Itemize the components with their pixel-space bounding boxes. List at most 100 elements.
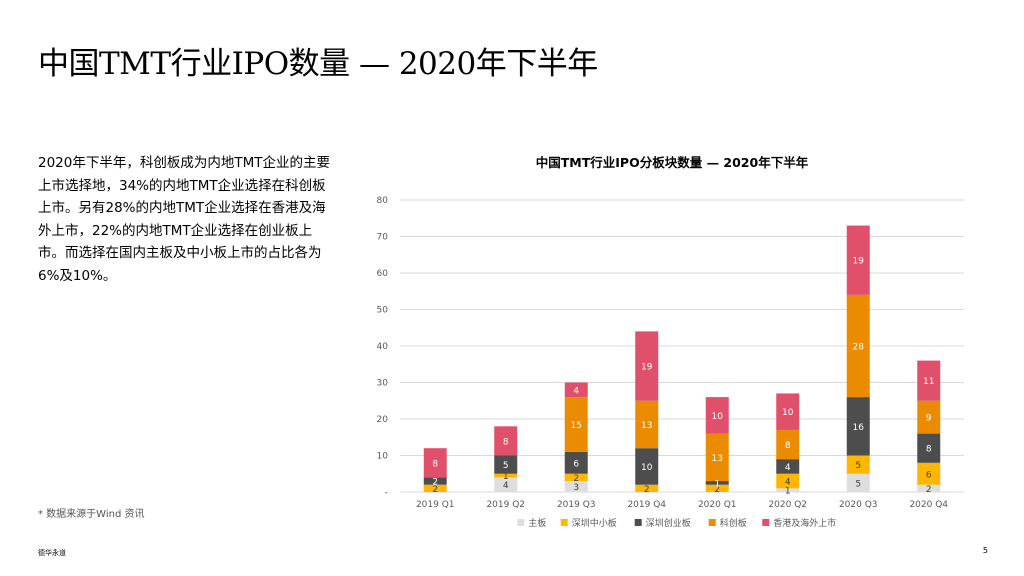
bar-segment: [705, 397, 729, 434]
x-tick-label: 2019 Q1: [416, 500, 455, 510]
data-label: 3: [573, 483, 579, 493]
bar-segment: [917, 360, 941, 401]
data-label: 10: [641, 463, 653, 473]
bar-segment: [776, 429, 800, 460]
bar-segment: [776, 393, 800, 430]
data-label: 15: [571, 421, 582, 431]
data-label: 13: [712, 454, 723, 464]
bar-segment: [564, 382, 588, 398]
data-label: 16: [853, 423, 865, 433]
bar-segment: [705, 481, 729, 485]
chart-title: 中国TMT行业IPO分板块数量 — 2020年下半年: [536, 155, 809, 170]
data-label: 4: [785, 478, 791, 488]
data-label: 5: [855, 461, 861, 471]
bar-segment: [917, 400, 941, 434]
bar-segment: [635, 400, 659, 449]
bar-segment: [564, 451, 588, 474]
y-tick-label: 70: [377, 233, 389, 243]
x-tick-label: 2020 Q3: [839, 500, 878, 510]
data-label: 9: [926, 414, 932, 424]
bar-segment: [635, 448, 659, 485]
bar-segment: [635, 331, 659, 401]
page-title: 中国TMT行业IPO数量 — 2020年下半年: [38, 46, 598, 82]
y-tick-label: 20: [377, 415, 389, 425]
legend-label: 主板: [528, 517, 546, 529]
data-label: 10: [782, 408, 794, 418]
data-label: 8: [785, 441, 791, 451]
data-label: 2: [432, 478, 438, 488]
body-paragraph: 2020年下半年，科创板成为内地TMT企业的主要上市选择地，34%的内地TMT企…: [38, 155, 330, 284]
data-label: 19: [853, 257, 865, 267]
bar-segment: [635, 484, 659, 492]
data-label: 2: [926, 485, 932, 495]
data-label: 4: [503, 481, 509, 491]
data-label: 13: [641, 421, 652, 431]
data-label: 2: [714, 485, 720, 495]
data-label: 1: [503, 472, 509, 482]
bar-segment: [494, 426, 518, 456]
x-tick-label: 2019 Q4: [627, 500, 666, 510]
legend-swatch: [708, 519, 716, 526]
data-label: 11: [923, 377, 934, 387]
data-label: 8: [503, 437, 509, 447]
data-label: 1: [785, 487, 791, 497]
data-label: 10: [712, 412, 724, 422]
data-label: 5: [855, 479, 861, 489]
source-note: * 数据来源于Wind 资讯: [38, 509, 145, 520]
bar-segment: [846, 455, 870, 474]
legend-label: 科创板: [720, 517, 747, 529]
y-tick-label: 40: [377, 342, 389, 352]
legend-label: 香港及海外上市: [773, 517, 836, 529]
data-label: 4: [573, 386, 579, 396]
page-number: 5: [982, 546, 988, 555]
legend-swatch: [560, 519, 568, 526]
data-label: 4: [785, 463, 791, 473]
bar-segment: [494, 477, 518, 492]
data-label: 2: [432, 485, 438, 495]
bar-segment: [776, 459, 800, 474]
legend-label: 深圳创业板: [646, 517, 691, 529]
bar-segment: [494, 473, 518, 478]
footer-brand: 德华永道: [38, 549, 66, 557]
bar-segment: [423, 477, 447, 485]
bar-segment: [705, 484, 729, 492]
data-label: 6: [926, 470, 932, 480]
data-label: 2: [573, 474, 579, 484]
bar-segment: [705, 433, 729, 482]
y-tick-label: 80: [377, 196, 389, 206]
bar-segment: [917, 484, 941, 492]
y-tick-label: 50: [377, 306, 389, 316]
data-label: 8: [926, 445, 932, 455]
bar-segment: [564, 473, 588, 482]
data-label: 2: [644, 485, 650, 495]
data-label: 1: [714, 479, 720, 489]
x-tick-label: 2020 Q1: [698, 500, 737, 510]
bar-segment: [776, 473, 800, 489]
y-tick-label: 60: [377, 269, 389, 279]
data-label: 5: [503, 461, 509, 471]
x-tick-label: 2020 Q2: [768, 500, 807, 510]
data-label: 19: [641, 363, 653, 373]
x-tick-label: 2019 Q2: [486, 500, 525, 510]
bar-segment: [917, 433, 941, 463]
bar-segment: [423, 484, 447, 492]
bar-segment: [494, 455, 518, 474]
legend-swatch: [634, 519, 642, 526]
data-label: 8: [432, 459, 438, 469]
bar-segment: [846, 473, 870, 492]
bar-segment: [846, 294, 870, 398]
bar-segment: [423, 448, 447, 478]
bar-segment: [564, 397, 588, 452]
y-tick-label: -: [385, 488, 388, 498]
data-label: 6: [573, 459, 579, 469]
y-tick-label: 30: [377, 379, 389, 389]
y-tick-label: 10: [377, 452, 389, 462]
bar-segment: [846, 225, 870, 295]
bar-segment: [917, 462, 941, 485]
legend-label: 深圳中小板: [572, 517, 617, 529]
data-label: 28: [853, 343, 865, 353]
bar-segment: [846, 397, 870, 456]
legend-swatch: [762, 519, 770, 526]
bar-segment: [776, 488, 800, 492]
